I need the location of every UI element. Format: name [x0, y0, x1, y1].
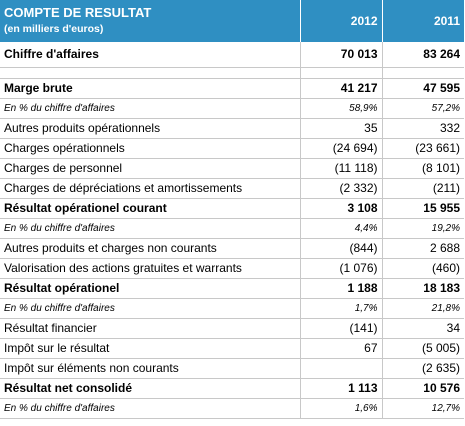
- value-2012: 41 217: [299, 78, 382, 99]
- row-label: Impôt sur éléments non courants: [0, 358, 300, 379]
- value-2012: 58,9%: [299, 98, 382, 119]
- value-2011: 10 576: [381, 378, 464, 399]
- row-label: Autres produits opérationnels: [0, 118, 300, 139]
- row-pct-marge-brute: En % du chiffre d'affaires 58,9% 57,2%: [0, 98, 464, 119]
- row-resultat-net-consolide: Résultat net consolidé 1 113 10 576: [0, 378, 464, 399]
- row-label: En % du chiffre d'affaires: [0, 298, 300, 319]
- value-2011: (23 661): [381, 138, 464, 159]
- spacer-cell: [381, 67, 464, 79]
- value-2012: 4,4%: [299, 218, 382, 239]
- row-charges-operationnels: Charges opérationnels (24 694) (23 661): [0, 138, 464, 159]
- value-2011: 332: [381, 118, 464, 139]
- value-2011: 19,2%: [381, 218, 464, 239]
- value-2011: (211): [381, 178, 464, 199]
- row-label: Marge brute: [0, 78, 300, 99]
- row-pct-resultat-net: En % du chiffre d'affaires 1,6% 12,7%: [0, 398, 464, 419]
- value-2011: (5 005): [381, 338, 464, 359]
- spacer-row: [0, 67, 464, 79]
- value-2012: (11 118): [299, 158, 382, 179]
- row-marge-brute: Marge brute 41 217 47 595: [0, 78, 464, 99]
- value-2012: 1,7%: [299, 298, 382, 319]
- row-resultat-financier: Résultat financier (141) 34: [0, 318, 464, 339]
- value-2011: 2 688: [381, 238, 464, 259]
- row-label: Résultat opérationel: [0, 278, 300, 299]
- value-2012: 1 188: [299, 278, 382, 299]
- value-2012: 70 013: [299, 42, 382, 68]
- row-pct-resultat-operationel: En % du chiffre d'affaires 1,7% 21,8%: [0, 298, 464, 319]
- row-label: Autres produits et charges non courants: [0, 238, 300, 259]
- row-chiffre-affaires: Chiffre d'affaires 70 013 83 264: [0, 42, 464, 68]
- value-2011: (2 635): [381, 358, 464, 379]
- row-label: Résultat opérationel courant: [0, 198, 300, 219]
- value-2011: (460): [381, 258, 464, 279]
- spacer-cell: [0, 67, 300, 79]
- value-2011: (8 101): [381, 158, 464, 179]
- row-label: Valorisation des actions gratuites et wa…: [0, 258, 300, 279]
- value-2011: 47 595: [381, 78, 464, 99]
- row-label: Résultat financier: [0, 318, 300, 339]
- table-subtitle: (en milliers d'euros): [4, 23, 104, 35]
- value-2012: 3 108: [299, 198, 382, 219]
- row-label: Charges opérationnels: [0, 138, 300, 159]
- row-label: Charges de dépréciations et amortissemen…: [0, 178, 300, 199]
- row-autres-produits-operationnels: Autres produits opérationnels 35 332: [0, 118, 464, 139]
- row-label: Chiffre d'affaires: [0, 42, 300, 68]
- row-autres-produits-charges-non-courants: Autres produits et charges non courants …: [0, 238, 464, 259]
- table-title-cell: COMPTE DE RESULTAT (en milliers d'euros): [0, 0, 300, 42]
- row-charges-personnel: Charges de personnel (11 118) (8 101): [0, 158, 464, 179]
- row-label: En % du chiffre d'affaires: [0, 98, 300, 119]
- value-2012: 35: [299, 118, 382, 139]
- value-2012: [299, 358, 382, 379]
- row-resultat-operationel: Résultat opérationel 1 188 18 183: [0, 278, 464, 299]
- row-label: En % du chiffre d'affaires: [0, 398, 300, 419]
- row-impot-resultat: Impôt sur le résultat 67 (5 005): [0, 338, 464, 359]
- row-label: Charges de personnel: [0, 158, 300, 179]
- spacer-cell: [299, 67, 382, 79]
- value-2012: 1 113: [299, 378, 382, 399]
- value-2012: (1 076): [299, 258, 382, 279]
- value-2011: 21,8%: [381, 298, 464, 319]
- value-2011: 34: [381, 318, 464, 339]
- value-2012: (141): [299, 318, 382, 339]
- value-2011: 15 955: [381, 198, 464, 219]
- value-2012: (24 694): [299, 138, 382, 159]
- row-label: En % du chiffre d'affaires: [0, 218, 300, 239]
- row-pct-resultat-operationel-courant: En % du chiffre d'affaires 4,4% 19,2%: [0, 218, 464, 239]
- value-2012: 67: [299, 338, 382, 359]
- row-label: Résultat net consolidé: [0, 378, 300, 399]
- table-title: COMPTE DE RESULTAT: [4, 5, 152, 20]
- value-2011: 18 183: [381, 278, 464, 299]
- year-2012-header: 2012: [299, 0, 382, 42]
- table-header-row: COMPTE DE RESULTAT (en milliers d'euros)…: [0, 0, 464, 42]
- row-label: Impôt sur le résultat: [0, 338, 300, 359]
- row-valorisation-actions: Valorisation des actions gratuites et wa…: [0, 258, 464, 279]
- value-2011: 57,2%: [381, 98, 464, 119]
- row-resultat-operationel-courant: Résultat opérationel courant 3 108 15 95…: [0, 198, 464, 219]
- row-charges-depreciations: Charges de dépréciations et amortissemen…: [0, 178, 464, 199]
- value-2012: 1,6%: [299, 398, 382, 419]
- row-impot-non-courants: Impôt sur éléments non courants (2 635): [0, 358, 464, 379]
- value-2011: 83 264: [381, 42, 464, 68]
- value-2012: (2 332): [299, 178, 382, 199]
- value-2012: (844): [299, 238, 382, 259]
- year-2011-header: 2011: [381, 0, 464, 42]
- value-2011: 12,7%: [381, 398, 464, 419]
